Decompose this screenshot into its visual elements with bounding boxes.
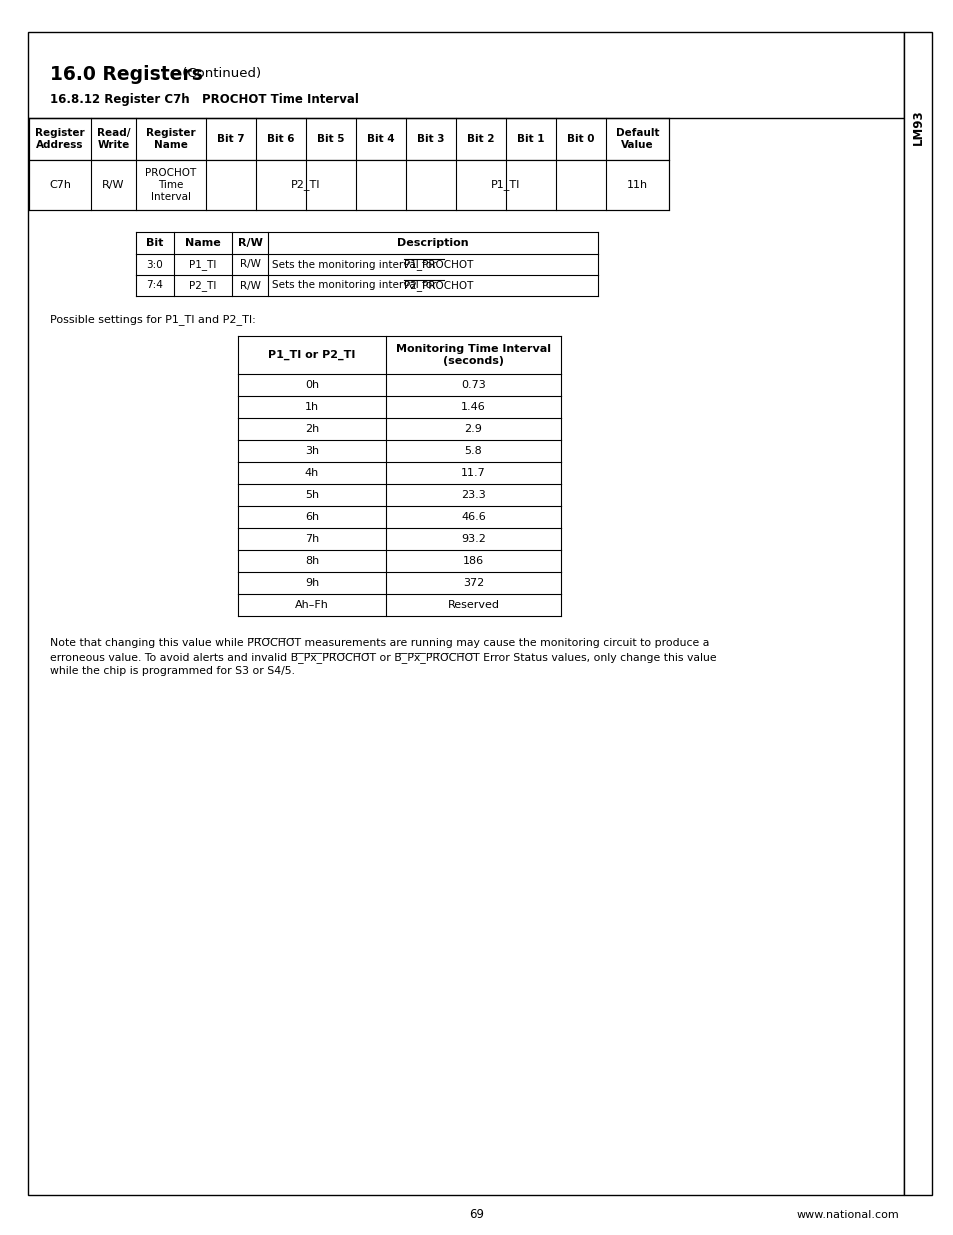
- Text: 11.7: 11.7: [460, 468, 485, 478]
- Text: 9h: 9h: [305, 578, 319, 588]
- Text: 93.2: 93.2: [460, 534, 485, 543]
- Text: 2h: 2h: [305, 424, 319, 433]
- Text: 7h: 7h: [305, 534, 319, 543]
- Text: R/W: R/W: [102, 180, 125, 190]
- Text: Register
Address: Register Address: [35, 128, 85, 149]
- Text: C7h: C7h: [49, 180, 71, 190]
- Text: R/W: R/W: [239, 259, 260, 269]
- Text: while the chip is programmed for S3 or S4/5.: while the chip is programmed for S3 or S…: [50, 666, 294, 676]
- Text: Bit 1: Bit 1: [517, 135, 544, 144]
- Text: P1_TI: P1_TI: [189, 259, 216, 270]
- Text: (Continued): (Continued): [178, 68, 261, 80]
- Text: erroneous value. To avoid alerts and invalid B̅_̅P̅x̅_̅P̅R̅O̅C̅H̅O̅T̅ or B̅_̅P̅x: erroneous value. To avoid alerts and inv…: [50, 652, 716, 663]
- Text: P2_TI: P2_TI: [189, 280, 216, 291]
- Text: 5h: 5h: [305, 490, 318, 500]
- Text: 0h: 0h: [305, 380, 318, 390]
- Text: Reserved: Reserved: [447, 600, 499, 610]
- Text: 1h: 1h: [305, 403, 318, 412]
- Text: 2.9: 2.9: [464, 424, 482, 433]
- Text: 6h: 6h: [305, 513, 318, 522]
- Text: 23.3: 23.3: [460, 490, 485, 500]
- Text: Bit 6: Bit 6: [267, 135, 294, 144]
- Text: Sets the monitoring interval for: Sets the monitoring interval for: [272, 280, 439, 290]
- Text: www.national.com: www.national.com: [796, 1210, 898, 1220]
- Text: P1_PROCHOT: P1_PROCHOT: [403, 259, 473, 270]
- Text: 4h: 4h: [305, 468, 319, 478]
- Text: 7:4: 7:4: [147, 280, 163, 290]
- Text: R/W: R/W: [237, 238, 262, 248]
- Text: 0.73: 0.73: [460, 380, 485, 390]
- Text: Bit 0: Bit 0: [567, 135, 594, 144]
- Text: Read/
Write: Read/ Write: [96, 128, 131, 149]
- Text: 5.8: 5.8: [464, 446, 482, 456]
- Text: 372: 372: [462, 578, 483, 588]
- Text: 16.0 Registers: 16.0 Registers: [50, 64, 203, 84]
- Text: P1_TI: P1_TI: [491, 179, 520, 190]
- Text: Monitoring Time Interval
(seconds): Monitoring Time Interval (seconds): [395, 345, 551, 366]
- Text: P2_PROCHOT: P2_PROCHOT: [403, 280, 473, 291]
- Text: Note that changing this value while P̅R̅O̅C̅H̅O̅T̅ measurements are running may : Note that changing this value while P̅R̅…: [50, 638, 709, 648]
- Text: Ah–Fh: Ah–Fh: [294, 600, 329, 610]
- Text: 11h: 11h: [626, 180, 647, 190]
- Text: Register
Name: Register Name: [146, 128, 195, 149]
- Text: Description: Description: [396, 238, 468, 248]
- Text: P1_TI or P2_TI: P1_TI or P2_TI: [268, 350, 355, 361]
- Text: Possible settings for P1_TI and P2_TI:: Possible settings for P1_TI and P2_TI:: [50, 314, 255, 325]
- Bar: [29, 161, 668, 210]
- Text: R/W: R/W: [239, 280, 260, 290]
- Text: LM93: LM93: [910, 109, 923, 144]
- Text: Bit 3: Bit 3: [416, 135, 444, 144]
- Bar: [29, 119, 668, 161]
- Text: Bit 5: Bit 5: [317, 135, 344, 144]
- Text: 69: 69: [469, 1209, 484, 1221]
- Text: PROCHOT
Time
Interval: PROCHOT Time Interval: [145, 168, 196, 201]
- Text: Default
Value: Default Value: [615, 128, 659, 149]
- Text: 1.46: 1.46: [460, 403, 485, 412]
- Text: Bit 4: Bit 4: [367, 135, 395, 144]
- Text: 186: 186: [462, 556, 483, 566]
- Text: 16.8.12 Register C7h   PROCHOT Time Interval: 16.8.12 Register C7h PROCHOT Time Interv…: [50, 94, 358, 106]
- Bar: [903, 32, 931, 1195]
- Text: Sets the monitoring interval for: Sets the monitoring interval for: [272, 259, 439, 269]
- Text: 8h: 8h: [305, 556, 319, 566]
- Text: Name: Name: [185, 238, 221, 248]
- Text: P2_TI: P2_TI: [291, 179, 320, 190]
- Text: 46.6: 46.6: [460, 513, 485, 522]
- Text: Bit 7: Bit 7: [217, 135, 245, 144]
- Text: Bit: Bit: [146, 238, 164, 248]
- Text: 3h: 3h: [305, 446, 318, 456]
- Text: Bit 2: Bit 2: [467, 135, 495, 144]
- Text: 3:0: 3:0: [147, 259, 163, 269]
